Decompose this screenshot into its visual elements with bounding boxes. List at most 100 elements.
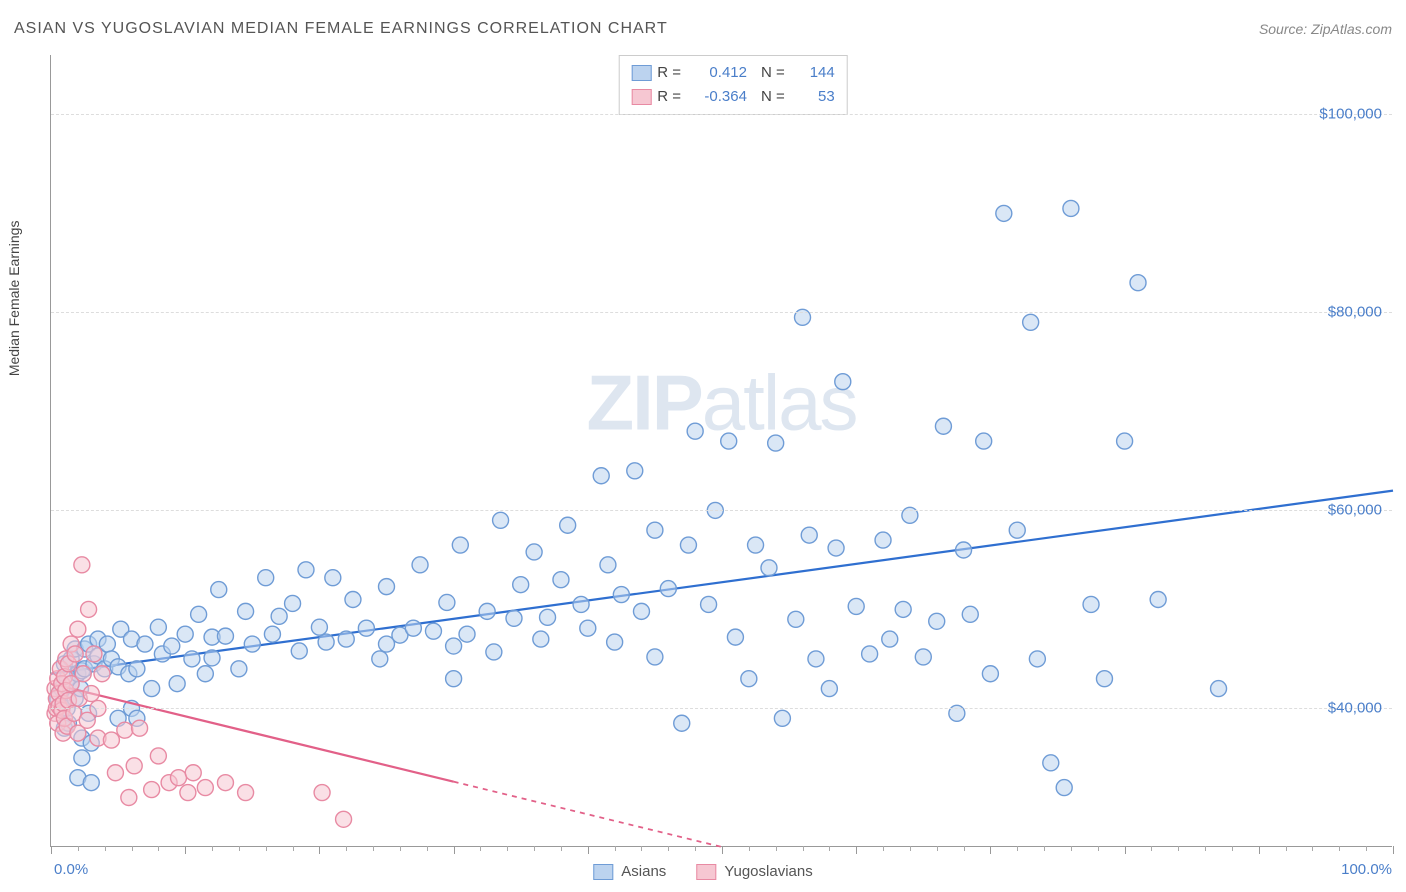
x-tick-minor <box>641 846 642 851</box>
x-tick-minor <box>883 846 884 851</box>
data-point <box>177 626 193 642</box>
data-point <box>217 628 233 644</box>
data-point <box>828 540 844 556</box>
data-point <box>94 666 110 682</box>
x-tick-minor <box>373 846 374 851</box>
legend-item: Asians <box>593 863 666 880</box>
x-tick-minor <box>964 846 965 851</box>
data-point <box>405 620 421 636</box>
x-tick-minor <box>1366 846 1367 851</box>
data-point <box>446 638 462 654</box>
x-tick <box>990 846 991 854</box>
series-legend: Asians Yugoslavians <box>593 863 812 880</box>
gridline <box>51 312 1392 313</box>
data-point <box>660 581 676 597</box>
data-point <box>701 596 717 612</box>
data-point <box>895 601 911 617</box>
data-point <box>144 782 160 798</box>
data-point <box>560 517 576 533</box>
gridline <box>51 708 1392 709</box>
data-point <box>915 649 931 665</box>
legend-label: Yugoslavians <box>724 863 812 880</box>
data-point <box>996 205 1012 221</box>
data-point <box>314 785 330 801</box>
data-point <box>761 560 777 576</box>
data-point <box>459 626 475 642</box>
data-point <box>1009 522 1025 538</box>
data-point <box>264 626 280 642</box>
data-point <box>446 671 462 687</box>
data-point <box>75 666 91 682</box>
chart-title: ASIAN VS YUGOSLAVIAN MEDIAN FEMALE EARNI… <box>14 20 668 38</box>
data-point <box>204 650 220 666</box>
data-point <box>412 557 428 573</box>
x-tick <box>319 846 320 854</box>
data-point <box>452 537 468 553</box>
x-tick-minor <box>1339 846 1340 851</box>
x-tick-minor <box>266 846 267 851</box>
data-point <box>929 613 945 629</box>
data-point <box>506 610 522 626</box>
data-point <box>372 651 388 667</box>
x-tick-minor <box>695 846 696 851</box>
x-tick-minor <box>829 846 830 851</box>
data-point <box>197 666 213 682</box>
data-point <box>479 603 495 619</box>
x-tick <box>454 846 455 854</box>
x-tick-minor <box>668 846 669 851</box>
x-tick-label-min: 0.0% <box>54 861 88 878</box>
legend-swatch <box>631 65 651 81</box>
x-tick-minor <box>803 846 804 851</box>
x-tick-minor <box>212 846 213 851</box>
data-point <box>338 631 354 647</box>
data-point <box>318 634 334 650</box>
x-tick-minor <box>1098 846 1099 851</box>
data-point <box>211 582 227 598</box>
data-point <box>311 619 327 635</box>
gridline <box>51 510 1392 511</box>
data-point <box>848 598 864 614</box>
data-point <box>835 374 851 390</box>
data-point <box>553 572 569 588</box>
data-point <box>231 661 247 677</box>
x-tick <box>1259 846 1260 854</box>
data-point <box>1150 592 1166 608</box>
data-point <box>144 681 160 697</box>
data-point <box>70 621 86 637</box>
x-tick-minor <box>78 846 79 851</box>
data-point <box>1117 433 1133 449</box>
data-point <box>81 601 97 617</box>
data-point <box>336 811 352 827</box>
scatter-svg <box>51 55 1392 846</box>
x-tick-label-max: 100.0% <box>1341 861 1392 878</box>
data-point <box>197 780 213 796</box>
data-point <box>291 643 307 659</box>
data-point <box>74 557 90 573</box>
data-point <box>721 433 737 449</box>
data-point <box>647 649 663 665</box>
data-point <box>573 596 589 612</box>
data-point <box>674 715 690 731</box>
x-tick-minor <box>1205 846 1206 851</box>
stat-r-value: 0.412 <box>687 61 747 85</box>
data-point <box>238 785 254 801</box>
data-point <box>103 732 119 748</box>
data-point <box>217 775 233 791</box>
x-tick-minor <box>239 846 240 851</box>
data-point <box>680 537 696 553</box>
data-point <box>67 646 83 662</box>
legend-swatch <box>696 864 716 880</box>
x-tick-minor <box>105 846 106 851</box>
y-tick-label: $60,000 <box>1328 502 1382 519</box>
x-tick <box>856 846 857 854</box>
data-point <box>83 686 99 702</box>
data-point <box>493 512 509 528</box>
data-point <box>325 570 341 586</box>
x-tick-minor <box>507 846 508 851</box>
x-tick-minor <box>749 846 750 851</box>
data-point <box>486 644 502 660</box>
data-point <box>184 651 200 667</box>
trend-line-extrapolated <box>454 782 722 847</box>
x-tick-minor <box>400 846 401 851</box>
data-point <box>1083 596 1099 612</box>
